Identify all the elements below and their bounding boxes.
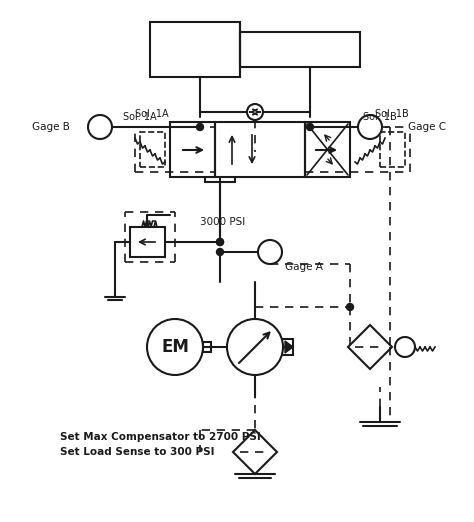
Polygon shape: [285, 341, 293, 353]
Text: Gage B: Gage B: [32, 122, 70, 132]
Circle shape: [358, 115, 382, 139]
Bar: [130, 227, 165, 257]
Bar: [275, 339, 293, 355]
Polygon shape: [277, 341, 285, 353]
Text: Sol. 1A: Sol. 1A: [123, 112, 157, 122]
Bar: [140, 132, 165, 167]
Circle shape: [147, 319, 203, 375]
Circle shape: [247, 104, 263, 120]
Circle shape: [395, 337, 415, 357]
Text: Set Load Sense to 300 PSI: Set Load Sense to 300 PSI: [60, 447, 215, 457]
Text: EM: EM: [161, 338, 189, 356]
Bar: [170, 122, 215, 177]
Text: Sol. 1B: Sol. 1B: [375, 109, 409, 119]
Bar: [215, 122, 305, 177]
Circle shape: [217, 239, 224, 245]
Circle shape: [88, 115, 112, 139]
Circle shape: [217, 239, 224, 245]
Circle shape: [227, 319, 283, 375]
Text: 3000 PSI: 3000 PSI: [200, 217, 245, 227]
Circle shape: [307, 124, 313, 130]
Circle shape: [197, 124, 203, 130]
Bar: [240, 32, 360, 67]
Text: Gage A: Gage A: [285, 262, 323, 272]
Circle shape: [217, 248, 224, 255]
Text: Gage C: Gage C: [408, 122, 446, 132]
Text: Sol. 1B: Sol. 1B: [363, 112, 397, 122]
Circle shape: [346, 303, 354, 311]
Bar: [305, 122, 350, 177]
Bar: [203, 342, 211, 352]
Text: Sol. 1A: Sol. 1A: [135, 109, 169, 119]
Text: Set Max Compensator to 2700 PSI: Set Max Compensator to 2700 PSI: [60, 432, 261, 442]
Bar: [150, 22, 240, 77]
Bar: [380, 132, 405, 167]
Circle shape: [258, 240, 282, 264]
